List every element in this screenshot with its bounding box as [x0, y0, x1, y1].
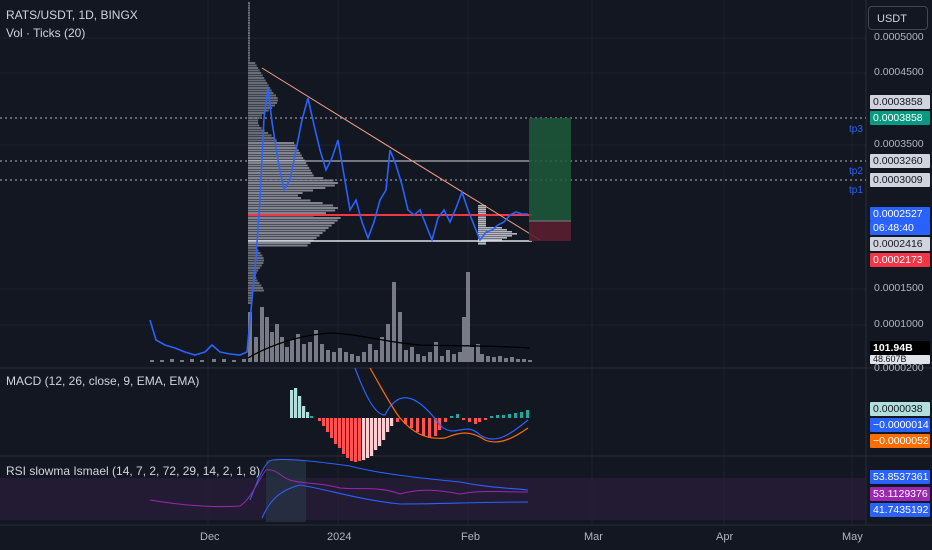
time-axis-label: Mar	[584, 531, 603, 543]
loss-zone	[529, 221, 571, 241]
macd-line-tag: −0.0000014	[870, 418, 930, 432]
price-line	[149, 87, 528, 356]
volume-bars	[150, 272, 532, 362]
macd-hist-tag: 0.0000038	[870, 402, 930, 416]
rsi-line	[149, 469, 529, 508]
countdown-tag: 06:48:40	[870, 221, 930, 235]
rsi-lower-band	[261, 484, 529, 519]
price-axis-label: 0.0001000	[874, 318, 924, 330]
rsi-band	[0, 478, 866, 520]
time-axis-label: Feb	[461, 531, 480, 543]
rsi-top-tag: 53.8537361	[870, 470, 930, 484]
price-axis-label: 0.0001500	[874, 282, 924, 294]
time-axis-label: 2024	[327, 531, 352, 543]
price-axis-label: 0.0005000	[874, 31, 924, 43]
rsi-mid-tag: 53.1129376	[870, 487, 930, 501]
level-3009-tag: 0.0003009	[870, 173, 930, 187]
rsi-bottom-tag: 41.7435192	[870, 503, 930, 517]
volume-indicator-title[interactable]: Vol · Ticks (20)	[6, 26, 86, 40]
time-axis-label: Apr	[716, 531, 734, 543]
price-axis-label: 0.0004500	[874, 66, 924, 78]
horizontal-levels	[0, 117, 866, 181]
tp3-price-tag: 0.0003858	[870, 95, 930, 109]
macd-line	[354, 367, 529, 440]
symbol-title[interactable]: RATS/USDT, 1D, BINGX	[6, 8, 138, 22]
current-price-tag: 0.0002527	[870, 207, 930, 221]
rsi-highlight	[266, 460, 306, 522]
tp3-green-tag: 0.0003858	[870, 111, 930, 125]
level-3260-tag: 0.0003260	[870, 154, 930, 168]
level-2416-tag: 0.0002416	[870, 237, 930, 251]
tp2-label: tp2	[849, 166, 863, 177]
time-axis-label: May	[842, 531, 863, 543]
macd-title[interactable]: MACD (12, 26, close, 9, EMA, EMA)	[6, 374, 200, 388]
macd-histogram	[290, 388, 530, 462]
rsi-upper-band	[249, 458, 529, 501]
volume-ma-line	[247, 332, 531, 359]
stop-price-tag: 0.0002173	[870, 253, 930, 267]
profit-zone	[529, 118, 571, 221]
volume-ma-tag: 48.607B	[870, 355, 930, 364]
macd-signal-tag: −0.0000052	[870, 434, 930, 448]
descending-trendline	[261, 67, 541, 241]
volume-value-tag: 101.94B	[870, 341, 930, 355]
signal-line	[369, 367, 529, 443]
tp3-label: tp3	[849, 124, 863, 135]
time-axis-label: Dec	[200, 531, 220, 543]
tp1-label: tp1	[849, 185, 863, 196]
price-axis-label: 0.0000200	[874, 362, 924, 374]
currency-button[interactable]: USDT	[868, 6, 928, 30]
rsi-title[interactable]: RSI slowma Ismael (14, 7, 2, 72, 29, 14,…	[6, 464, 261, 478]
price-axis-label: 0.0003500	[874, 138, 924, 150]
